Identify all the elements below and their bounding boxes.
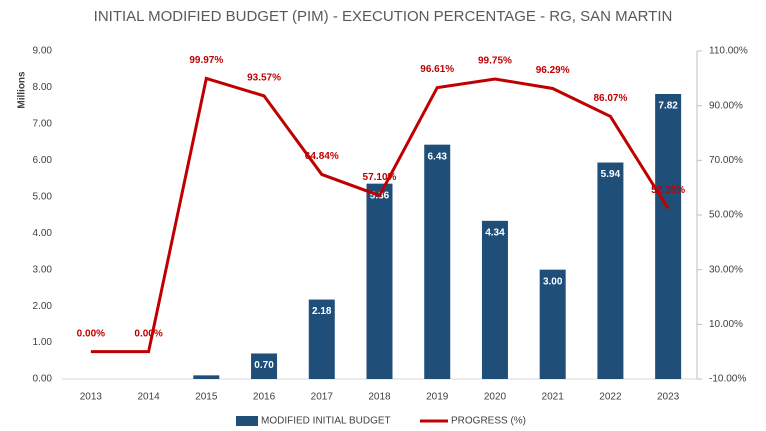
bar-label: 3.00 — [543, 276, 563, 287]
chart-title: INITIAL MODIFIED BUDGET (PIM) - EXECUTIO… — [94, 8, 673, 25]
y2-tick-label: 30.00% — [709, 264, 743, 275]
bar — [597, 162, 624, 379]
y-tick-label: 8.00 — [33, 82, 53, 93]
y2-tick-label: 50.00% — [709, 210, 743, 221]
bar-label: 4.34 — [485, 227, 505, 238]
line-label: 57.10% — [363, 172, 397, 183]
x-tick-label: 2020 — [484, 392, 507, 403]
line-label: 96.61% — [420, 64, 454, 75]
line-label: 64.84% — [305, 151, 339, 162]
line-label: 0.00% — [134, 328, 162, 339]
x-tick-label: 2017 — [311, 392, 334, 403]
bar — [366, 183, 393, 379]
bar-label: 0.70 — [254, 360, 274, 371]
bar — [308, 299, 335, 379]
line-label: 96.29% — [536, 65, 570, 76]
legend-label: PROGRESS (%) — [451, 416, 526, 427]
y2-tick-label: 70.00% — [709, 155, 743, 166]
legend-label: MODIFIED INITIAL BUDGET — [261, 416, 391, 427]
y-tick-label: 0.00 — [33, 374, 53, 385]
bar — [424, 144, 451, 379]
x-tick-label: 2016 — [253, 392, 276, 403]
y2-tick-label: 10.00% — [709, 319, 743, 330]
line-label: 86.07% — [593, 93, 627, 104]
x-tick-label: 2014 — [137, 392, 160, 403]
y-tick-label: 4.00 — [33, 228, 53, 239]
line-label: 0.00% — [77, 328, 105, 339]
bar — [193, 375, 220, 379]
y-tick-label: 7.00 — [33, 119, 53, 130]
y-tick-label: 2.00 — [33, 301, 53, 312]
line-label: 99.97% — [189, 55, 223, 66]
y-tick-label: 9.00 — [33, 46, 53, 57]
x-tick-label: 2019 — [426, 392, 449, 403]
y-tick-label: 3.00 — [33, 264, 53, 275]
line-label: 52.35% — [651, 185, 685, 196]
bar — [251, 353, 278, 379]
x-tick-label: 2018 — [368, 392, 391, 403]
line-label: 99.75% — [478, 56, 512, 67]
bar-label: 7.82 — [658, 101, 678, 112]
x-tick-label: 2021 — [542, 392, 565, 403]
bar-label: 2.18 — [312, 306, 332, 317]
bar-label: 5.94 — [601, 169, 621, 180]
line — [90, 76, 670, 354]
y-tick-label: 5.00 — [33, 191, 53, 202]
y2-tick-label: -10.00% — [709, 374, 746, 385]
y-axis-label: Millions — [17, 71, 28, 109]
y-tick-label: 6.00 — [33, 155, 53, 166]
bar-label: 6.43 — [427, 151, 447, 162]
y2-tick-label: 90.00% — [709, 100, 743, 111]
line-label: 93.57% — [247, 73, 281, 84]
bar — [655, 94, 682, 379]
y-tick-label: 1.00 — [33, 337, 53, 348]
x-tick-label: 2013 — [80, 392, 103, 403]
y2-tick-label: 110.00% — [709, 46, 748, 57]
x-tick-label: 2022 — [599, 392, 622, 403]
legend-swatch — [236, 416, 258, 426]
x-tick-label: 2023 — [657, 392, 680, 403]
x-tick-label: 2015 — [195, 392, 218, 403]
bar — [481, 220, 508, 379]
bar — [539, 269, 566, 379]
